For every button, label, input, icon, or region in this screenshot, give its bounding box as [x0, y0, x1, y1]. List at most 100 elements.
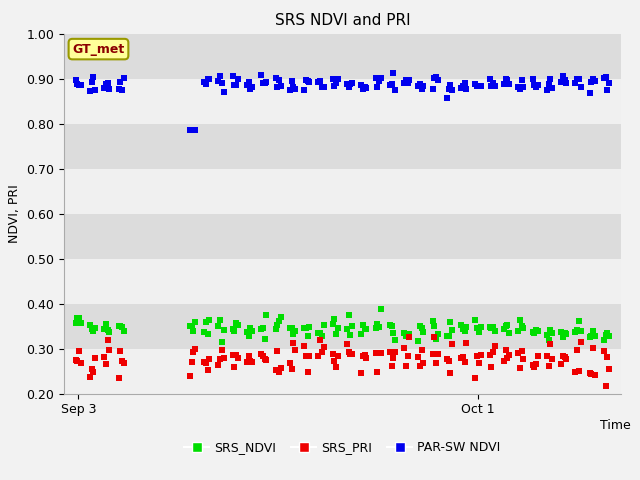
Point — [190, 318, 200, 326]
Point — [556, 360, 566, 368]
Point — [344, 348, 354, 356]
Point — [445, 318, 456, 326]
Point — [428, 317, 438, 325]
Point — [500, 322, 511, 329]
Point — [70, 320, 81, 327]
Point — [288, 339, 298, 347]
Point — [399, 344, 409, 351]
Point — [86, 78, 97, 85]
Point — [213, 322, 223, 330]
Point — [584, 89, 595, 96]
Point — [261, 78, 271, 85]
Bar — [64, 79, 621, 123]
Point — [272, 84, 282, 91]
Point — [213, 78, 223, 85]
Point — [303, 332, 313, 339]
Point — [85, 87, 95, 95]
Point — [285, 86, 295, 94]
Point — [589, 332, 600, 340]
Point — [99, 84, 109, 92]
Point — [333, 75, 343, 83]
Point — [599, 74, 609, 82]
Point — [99, 325, 109, 333]
Point — [584, 369, 595, 376]
Point — [231, 319, 241, 327]
Point — [516, 322, 527, 329]
Point — [315, 329, 325, 337]
Point — [347, 80, 357, 87]
Point — [85, 373, 95, 381]
Point — [74, 82, 84, 89]
Point — [490, 327, 500, 335]
Point — [233, 322, 243, 329]
Point — [447, 86, 457, 94]
Point — [185, 127, 195, 134]
Point — [299, 324, 309, 332]
Point — [276, 313, 286, 321]
Point — [217, 338, 227, 346]
Point — [415, 362, 425, 370]
Point — [358, 352, 368, 360]
Point — [204, 317, 214, 324]
Point — [413, 337, 424, 345]
Point — [403, 352, 413, 360]
Point — [371, 324, 381, 332]
Point — [317, 332, 327, 339]
Point — [190, 127, 200, 134]
Point — [204, 75, 214, 83]
Point — [399, 79, 409, 87]
Point — [541, 331, 552, 338]
Point — [431, 73, 441, 81]
Point — [429, 74, 440, 82]
Point — [188, 348, 198, 356]
Point — [115, 79, 125, 86]
Point — [374, 324, 384, 331]
Point — [486, 82, 497, 89]
Point — [117, 324, 127, 331]
Point — [547, 355, 557, 362]
Point — [460, 359, 470, 366]
Point — [245, 324, 255, 332]
Point — [484, 323, 495, 330]
Point — [387, 362, 397, 370]
Point — [403, 79, 413, 87]
Point — [387, 322, 397, 330]
Point — [86, 365, 97, 372]
Point — [559, 76, 570, 84]
Point — [458, 82, 468, 90]
Point — [104, 85, 115, 93]
Point — [561, 355, 572, 363]
Bar — [64, 303, 621, 348]
Point — [476, 83, 486, 90]
Point — [218, 326, 228, 334]
Point — [272, 321, 282, 328]
Point — [258, 352, 268, 360]
Point — [374, 349, 384, 357]
Point — [331, 363, 341, 371]
Point — [101, 81, 111, 88]
Point — [543, 80, 554, 88]
Point — [274, 369, 284, 376]
Point — [572, 326, 582, 334]
Point — [319, 321, 329, 329]
Point — [604, 79, 614, 87]
Point — [204, 355, 214, 363]
Point — [515, 317, 525, 324]
Point — [388, 69, 398, 76]
Point — [328, 320, 338, 328]
Point — [358, 321, 368, 329]
Point — [557, 333, 568, 341]
Point — [561, 79, 572, 87]
Point — [515, 365, 525, 372]
Point — [472, 82, 483, 90]
Point — [229, 327, 239, 335]
Point — [532, 352, 543, 360]
Point — [385, 81, 395, 88]
Point — [557, 72, 568, 80]
Point — [531, 360, 541, 368]
Point — [401, 76, 411, 84]
Point — [299, 86, 309, 94]
Point — [356, 370, 366, 377]
Point — [573, 368, 584, 375]
Point — [331, 330, 341, 338]
